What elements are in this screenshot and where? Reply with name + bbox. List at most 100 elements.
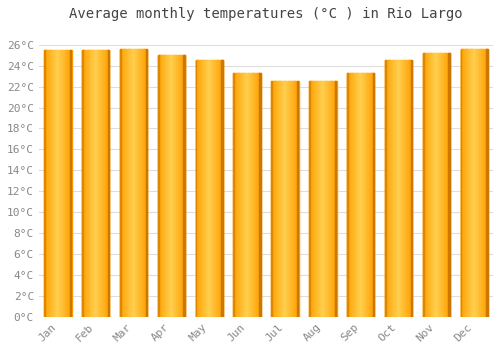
Bar [360, 73, 361, 317]
Bar [358, 73, 359, 317]
Bar [61, 50, 62, 317]
Bar [89, 50, 90, 317]
Bar [390, 61, 392, 317]
Bar [56, 50, 57, 317]
Bar [351, 73, 352, 317]
Bar [403, 61, 404, 317]
Bar [275, 81, 276, 317]
Bar [53, 50, 54, 317]
Bar [314, 81, 315, 317]
Bar [463, 49, 464, 317]
Bar [46, 50, 47, 317]
Bar [175, 55, 176, 317]
Bar [254, 73, 256, 317]
Bar [448, 53, 449, 317]
Bar [435, 53, 436, 317]
Bar [250, 73, 251, 317]
Bar [158, 55, 159, 317]
Bar [244, 73, 245, 317]
Bar [484, 49, 485, 317]
Bar [277, 81, 278, 317]
Bar [125, 49, 126, 317]
Bar [258, 73, 259, 317]
Bar [91, 50, 92, 317]
Bar [87, 50, 88, 317]
Bar [272, 81, 273, 317]
Bar [410, 61, 411, 317]
Bar [364, 73, 365, 317]
Bar [130, 49, 132, 317]
Bar [460, 49, 462, 317]
Bar [177, 55, 178, 317]
Bar [361, 73, 362, 317]
Bar [60, 50, 61, 317]
Bar [483, 49, 484, 317]
Bar [357, 73, 358, 317]
Bar [219, 61, 220, 317]
Bar [251, 73, 252, 317]
Bar [465, 49, 466, 317]
Bar [144, 49, 145, 317]
Bar [312, 81, 314, 317]
Bar [86, 50, 87, 317]
Bar [59, 50, 60, 317]
Bar [286, 81, 288, 317]
Bar [318, 81, 319, 317]
Bar [96, 50, 97, 317]
Bar [397, 61, 398, 317]
Bar [138, 49, 139, 317]
Bar [279, 81, 280, 317]
Bar [128, 49, 129, 317]
Bar [386, 61, 387, 317]
Bar [182, 55, 184, 317]
Bar [442, 53, 444, 317]
Bar [104, 50, 105, 317]
Bar [439, 53, 440, 317]
Bar [445, 53, 446, 317]
Bar [399, 61, 400, 317]
Bar [204, 61, 206, 317]
Bar [95, 50, 96, 317]
Bar [47, 50, 48, 317]
Bar [93, 50, 94, 317]
Bar [48, 50, 50, 317]
Bar [283, 81, 284, 317]
Bar [359, 73, 360, 317]
Bar [127, 49, 128, 317]
Bar [391, 61, 392, 317]
Bar [63, 50, 64, 317]
Bar [126, 49, 128, 317]
Bar [236, 73, 237, 317]
Bar [296, 81, 297, 317]
Bar [215, 61, 216, 317]
Bar [184, 55, 185, 317]
Bar [291, 81, 292, 317]
Bar [137, 49, 138, 317]
Bar [362, 73, 363, 317]
Bar [178, 55, 179, 317]
Bar [395, 61, 396, 317]
Bar [260, 73, 261, 317]
Bar [408, 61, 409, 317]
Bar [123, 49, 124, 317]
Bar [372, 73, 374, 317]
Bar [212, 61, 213, 317]
Bar [57, 50, 58, 317]
Bar [449, 53, 450, 317]
Bar [476, 49, 477, 317]
Bar [360, 73, 361, 317]
Bar [162, 55, 163, 317]
Bar [315, 81, 316, 317]
Bar [256, 73, 257, 317]
Bar [368, 73, 369, 317]
Bar [311, 81, 312, 317]
Bar [475, 49, 476, 317]
Bar [134, 49, 135, 317]
Bar [62, 50, 63, 317]
Bar [463, 49, 464, 317]
Bar [487, 49, 488, 317]
Bar [319, 81, 320, 317]
Bar [389, 61, 390, 317]
Bar [373, 73, 374, 317]
Bar [216, 61, 217, 317]
